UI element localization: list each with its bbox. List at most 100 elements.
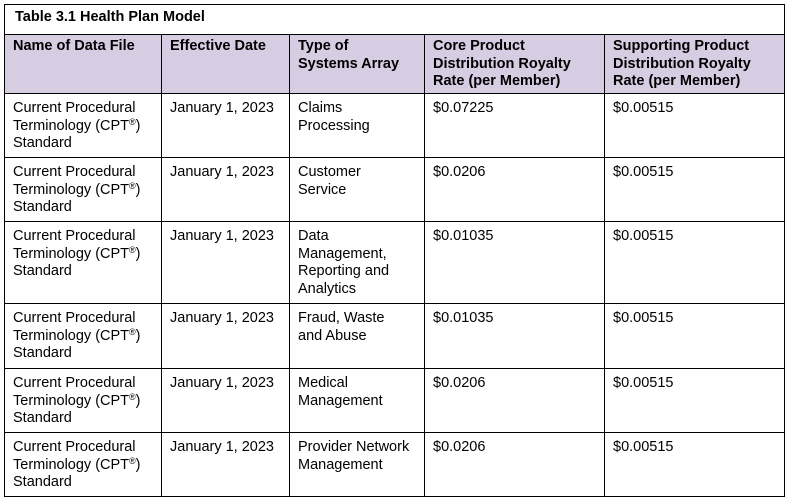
cell-supporting-product-rate: $0.00515 <box>603 303 785 369</box>
cell-supporting-product-rate: $0.00515 <box>603 368 785 433</box>
health-plan-model-table: Table 3.1 Health Plan Model Name of Data… <box>3 4 785 497</box>
cell-effective-date: January 1, 2023 <box>161 93 290 158</box>
header-type-of-systems-array: Type of Systems Array <box>289 34 425 94</box>
cell-text: and Abuse <box>298 327 367 344</box>
cell-type-of-systems-array: Provider Network Management <box>289 432 425 497</box>
cell-text: Current Procedural <box>13 164 136 180</box>
cell-text: Processing <box>298 117 370 134</box>
cell-type-of-systems-array: Fraud, Waste and Abuse <box>289 303 425 369</box>
cell-type-of-systems-array: Medical Management <box>289 368 425 433</box>
cell-core-product-rate: $0.01035 <box>424 303 605 369</box>
table-row: Current Procedural Terminology (CPT®) Stan… <box>4 157 785 222</box>
cell-name-of-data-file: Current Procedural Terminology (CPT®) Stan… <box>4 157 162 222</box>
cell-text: Standard <box>13 474 72 490</box>
cell-text-fragment: ) <box>135 245 141 262</box>
cell-core-product-rate: $0.07225 <box>424 93 605 158</box>
header-text: Rate (per Member) <box>433 73 561 89</box>
cell-supporting-product-rate: $0.00515 <box>603 93 785 158</box>
cell-text-fragment: Terminology (CPT <box>13 392 130 409</box>
cell-supporting-product-rate: $0.00515 <box>603 157 785 222</box>
cell-text: Standard <box>13 199 72 215</box>
table-header-row: Name of Data File Effective Date Type of… <box>4 34 785 94</box>
cell-supporting-product-rate: $0.00515 <box>603 432 785 497</box>
header-text: Distribution Royalty <box>433 55 571 72</box>
table-row: Current Procedural Terminology (CPT®) Stan… <box>4 221 785 304</box>
cell-text: Data <box>298 228 329 244</box>
cell-text: Current Procedural <box>13 439 136 455</box>
cell-text: Provider Network <box>298 439 410 455</box>
table-caption: Table 3.1 Health Plan Model <box>3 4 785 35</box>
table-row: Current Procedural Terminology (CPT®) Stan… <box>4 93 785 158</box>
header-text: Name of Data File <box>13 38 135 54</box>
cell-text: Terminology (CPT®) <box>13 456 153 475</box>
registered-mark: ® <box>129 326 136 337</box>
cell-text: Medical <box>298 375 348 391</box>
cell-core-product-rate: $0.0206 <box>424 368 605 433</box>
cell-type-of-systems-array: Claims Processing <box>289 93 425 158</box>
cell-text: Terminology (CPT®) <box>13 180 153 200</box>
header-text: Effective Date <box>170 38 266 54</box>
cell-text-fragment: Terminology (CPT <box>13 181 130 198</box>
registered-mark: ® <box>129 391 136 402</box>
cell-text: Standard <box>13 345 72 361</box>
table-body: Current Procedural Terminology (CPT®) Stan… <box>4 93 785 497</box>
header-text: Core Product <box>433 38 525 54</box>
header-text: Supporting Product <box>613 38 750 54</box>
cell-name-of-data-file: Current Procedural Terminology (CPT®) Stan… <box>4 93 162 158</box>
cell-text-fragment: ) <box>135 117 141 134</box>
cell-text: Service <box>298 181 347 198</box>
cell-text: Management <box>298 392 383 409</box>
table-row: Current Procedural Terminology (CPT®) Stan… <box>4 303 785 369</box>
table-caption-row: Table 3.1 Health Plan Model <box>3 4 785 35</box>
cell-text-fragment: Terminology (CPT <box>13 117 130 134</box>
cell-text-fragment: ) <box>135 456 141 473</box>
cell-text: Terminology (CPT®) <box>13 244 153 264</box>
cell-text-fragment: Terminology (CPT <box>13 245 130 262</box>
cell-supporting-product-rate: $0.00515 <box>603 221 785 304</box>
cell-text-fragment: ) <box>135 392 141 409</box>
cell-type-of-systems-array: Customer Service <box>289 157 425 222</box>
cell-text-fragment: Terminology (CPT <box>13 327 130 344</box>
cell-effective-date: January 1, 2023 <box>161 303 290 369</box>
table-row: Current Procedural Terminology (CPT®) Stan… <box>4 432 785 497</box>
cell-text-fragment: ) <box>135 181 141 198</box>
header-text: Type of <box>298 38 349 54</box>
header-text: Rate (per Member) <box>613 73 741 89</box>
cell-type-of-systems-array: Data Management, Reporting and Analytics <box>289 221 425 304</box>
cell-text: Management <box>298 456 383 473</box>
header-supporting-product-rate: Supporting Product Distribution Royalty … <box>603 34 785 94</box>
header-core-product-rate: Core Product Distribution Royalty Rate (… <box>424 34 605 94</box>
cell-text: Current Procedural <box>13 310 136 326</box>
cell-text: Standard <box>13 410 72 426</box>
cell-text: Current Procedural <box>13 228 136 244</box>
cell-text: Standard <box>13 263 72 279</box>
cell-core-product-rate: $0.01035 <box>424 221 605 304</box>
cell-text-fragment: Terminology (CPT <box>13 456 130 473</box>
registered-mark: ® <box>129 180 136 191</box>
cell-name-of-data-file: Current Procedural Terminology (CPT®) Stan… <box>4 221 162 304</box>
cell-text: Current Procedural <box>13 100 136 116</box>
cell-text: Terminology (CPT®) <box>13 391 153 411</box>
header-name-of-data-file: Name of Data File <box>4 34 162 94</box>
cell-text: Customer <box>298 164 361 180</box>
cell-effective-date: January 1, 2023 <box>161 368 290 433</box>
cell-text: Terminology (CPT®) <box>13 326 153 346</box>
cell-name-of-data-file: Current Procedural Terminology (CPT®) Stan… <box>4 432 162 497</box>
registered-mark: ® <box>129 116 136 127</box>
cell-effective-date: January 1, 2023 <box>161 432 290 497</box>
cell-text: Terminology (CPT®) <box>13 116 153 136</box>
cell-effective-date: January 1, 2023 <box>161 157 290 222</box>
cell-core-product-rate: $0.0206 <box>424 157 605 222</box>
cell-text: Claims <box>298 100 343 116</box>
table-row: Current Procedural Terminology (CPT®) Stan… <box>4 368 785 433</box>
registered-mark: ® <box>129 244 136 255</box>
header-effective-date: Effective Date <box>161 34 290 94</box>
cell-text: Management, <box>298 245 387 262</box>
cell-core-product-rate: $0.0206 <box>424 432 605 497</box>
cell-text: Reporting and <box>298 263 390 279</box>
cell-text: Current Procedural <box>13 375 136 391</box>
cell-name-of-data-file: Current Procedural Terminology (CPT®) Stan… <box>4 303 162 369</box>
cell-name-of-data-file: Current Procedural Terminology (CPT®) Stan… <box>4 368 162 433</box>
header-text: Distribution Royalty <box>613 55 751 72</box>
